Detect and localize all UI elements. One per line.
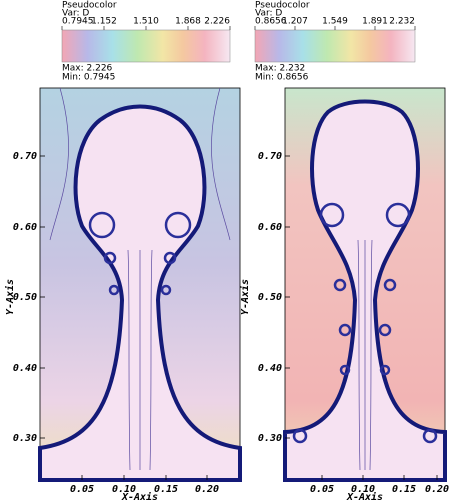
y-tick-label: 0.40 <box>13 363 37 374</box>
legend-title: Pseudocolor <box>255 1 310 11</box>
plot-right <box>283 87 447 482</box>
colorbar-label: 1.152 <box>91 17 117 27</box>
legend-var: Var: D <box>255 9 282 19</box>
x-axis-title: X-Axis <box>346 491 383 502</box>
colorbar <box>61 29 231 63</box>
y-tick-label: 0.30 <box>258 433 282 444</box>
x-tick-label: 0.10 <box>112 484 136 495</box>
colorbar-label: 1.868 <box>175 17 201 27</box>
x-tick-label: 0.20 <box>195 484 219 495</box>
plot-left <box>38 87 242 482</box>
y-tick-label: 0.60 <box>258 222 282 233</box>
colorbar-label: 0.7945 <box>62 17 94 27</box>
legend-max: Max: 2.226 <box>62 64 113 74</box>
x-tick-label: 0.15 <box>392 484 416 495</box>
x-tick-label: 0.10 <box>351 484 375 495</box>
colorbar-label: 1.549 <box>322 17 348 27</box>
legend-min: Min: 0.8656 <box>255 73 309 83</box>
legend-max: Max: 2.232 <box>255 64 305 74</box>
legend-title: Pseudocolor <box>62 1 117 11</box>
y-tick-label: 0.50 <box>258 292 282 303</box>
colorbar-label: 2.226 <box>204 17 230 27</box>
legend-var: Var: D <box>62 9 89 19</box>
y-tick-label: 0.70 <box>13 151 37 162</box>
y-axis-title: Y-Axis <box>239 279 251 315</box>
y-tick-label: 0.50 <box>13 292 37 303</box>
colorbar-label: 1.510 <box>133 17 159 27</box>
x-tick-label: 0.05 <box>310 484 334 495</box>
colorbar-label: 1.207 <box>282 17 308 27</box>
y-axis-title: Y-Axis <box>4 279 16 315</box>
colorbar-label: 0.8656 <box>255 17 287 27</box>
y-tick-label: 0.30 <box>13 433 37 444</box>
x-axis-title: X-Axis <box>121 491 158 502</box>
y-tick-label: 0.40 <box>258 363 282 374</box>
legend-min: Min: 0.7945 <box>62 73 115 83</box>
colorbar-label: 2.232 <box>389 17 415 27</box>
colorbar <box>254 29 416 63</box>
x-tick-label: 0.05 <box>70 484 94 495</box>
y-tick-label: 0.70 <box>258 151 282 162</box>
colorbar-label: 1.891 <box>362 17 388 27</box>
y-tick-label: 0.60 <box>13 222 37 233</box>
x-tick-label: 0.15 <box>154 484 178 495</box>
x-tick-label: 0.20 <box>425 484 449 495</box>
